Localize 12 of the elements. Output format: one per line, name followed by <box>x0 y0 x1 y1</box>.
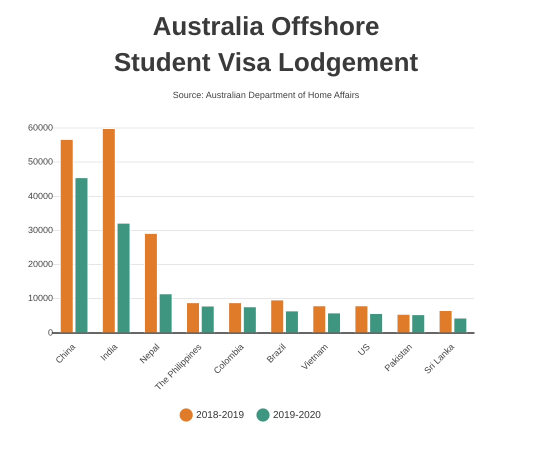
y-tick-label: 60000 <box>28 122 54 132</box>
y-tick-label: 40000 <box>28 190 54 201</box>
y-tick-label: 20000 <box>28 259 54 270</box>
y-tick-label: 10000 <box>28 293 54 304</box>
x-tick-label: US <box>356 342 372 358</box>
legend-label: 2019-2020 <box>273 410 322 421</box>
source-note: Source: Australian Department of Home Affairs <box>172 90 360 100</box>
legend-label: 2018-2019 <box>196 410 244 421</box>
y-tick-label: 50000 <box>28 156 54 167</box>
y-tick-label: 0 <box>48 327 54 338</box>
chart-title: Australia Offshore Student Visa Lodgement <box>112 10 420 79</box>
y-tick-label: 30000 <box>28 224 54 235</box>
